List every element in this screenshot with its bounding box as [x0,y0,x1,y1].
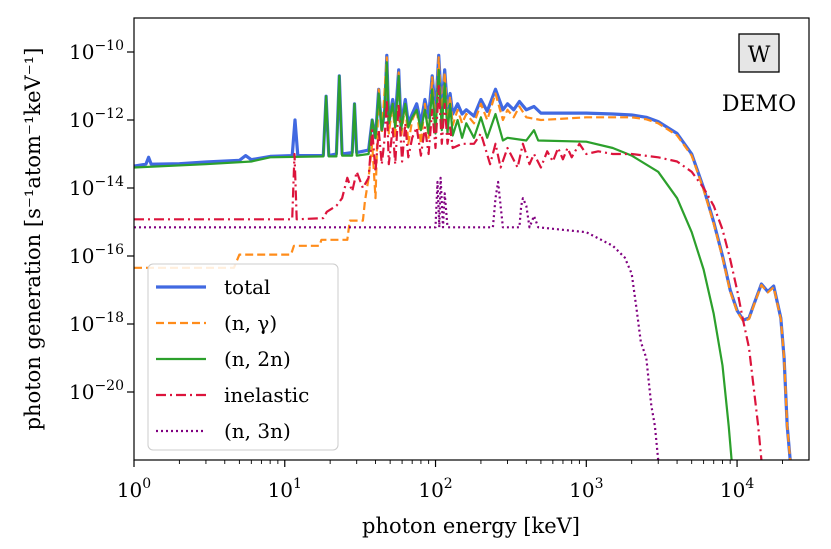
x-tick-label-2: 102 [418,476,452,502]
series-layer [134,53,792,460]
y-axis-label: photon generation [s⁻¹atom⁻¹keV⁻¹] [21,48,45,431]
series-line-2 [134,61,733,460]
x-tick-label-3: 103 [569,476,603,502]
legend-label-1: (n, γ) [224,311,277,335]
y-tick-label-2: 10−14 [69,174,124,200]
x-tick-label-4: 104 [720,476,754,502]
y-tick-label-5: 10−20 [69,378,124,404]
element-label: W [748,43,771,68]
element-annotation: W [738,33,780,73]
x-tick-label-1: 101 [268,476,302,502]
y-tick-label-3: 10−16 [69,242,124,268]
plot-frame [133,17,810,461]
y-tick-label-1: 10−12 [69,106,124,132]
y-axis: 10−10 10−12 10−14 10−16 10−18 10−20 [69,38,134,404]
device-label: DEMO [722,92,796,117]
y-tick-label-4: 10−18 [69,310,124,336]
legend-label-3: inelastic [224,383,309,407]
x-axis-label: photon energy [keV] [362,514,580,538]
y-tick-label-0: 10−10 [69,38,124,64]
legend: total (n, γ) (n, 2n) inelastic (n, 3n) [147,263,339,451]
x-tick-label-0: 100 [117,476,151,502]
legend-frame [147,263,339,451]
series-line-3 [134,84,763,460]
series-line-1 [134,56,792,460]
legend-label-2: (n, 2n) [224,347,291,371]
legend-label-0: total [224,275,270,299]
x-axis: 100 101 102 103 104 [117,460,783,502]
element-box [738,33,780,73]
legend-label-4: (n, 3n) [224,419,291,443]
